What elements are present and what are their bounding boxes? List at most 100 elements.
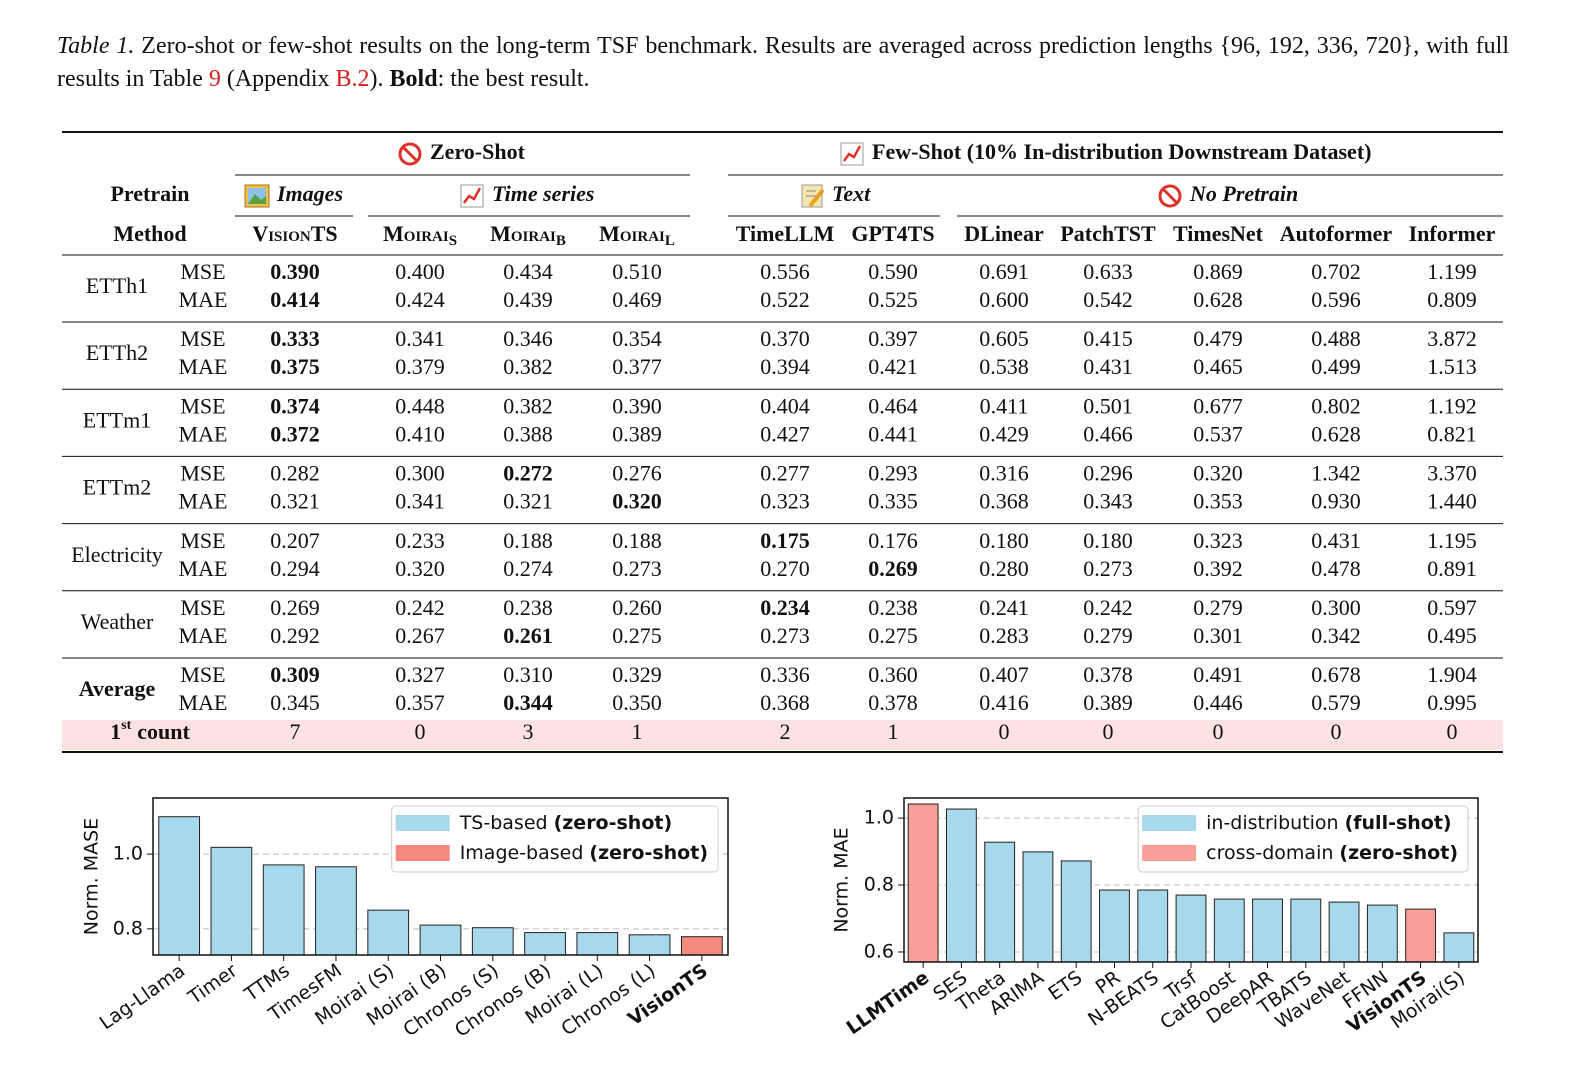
y-axis-label: Norm. MAE <box>831 827 853 932</box>
image-icon <box>244 184 270 208</box>
table-cell: 0.300 <box>1311 595 1361 620</box>
legend-label: cross-domain (zero-shot) <box>1206 842 1458 864</box>
method-name: VisionTS <box>252 221 337 246</box>
metric-label: MSE <box>180 528 225 553</box>
legend-label: TS-based (zero-shot) <box>459 812 672 834</box>
legend-qualifier: (full-shot) <box>1345 812 1452 834</box>
table-cell: 0.542 <box>1083 287 1133 312</box>
table-cell: 0.390 <box>270 259 320 284</box>
pretrain-header: Time series <box>492 181 594 206</box>
method-name: Autoformer <box>1280 221 1393 246</box>
count-cell: 0 <box>1331 719 1342 744</box>
table-cell: 0.372 <box>270 421 320 446</box>
table-cell: 0.273 <box>1083 556 1133 581</box>
x-tick-label: Timer <box>184 959 242 1009</box>
table-cell: 0.416 <box>979 690 1029 715</box>
caption-text: : the best result. <box>437 66 590 92</box>
table-cell: 0.802 <box>1311 393 1361 418</box>
table-cell: 0.272 <box>503 461 553 486</box>
legend-label: Image-based (zero-shot) <box>460 842 708 864</box>
table-cell: 0.292 <box>270 623 320 648</box>
table-cell: 0.501 <box>1083 393 1133 418</box>
table-cell: 0.995 <box>1427 690 1477 715</box>
table-cell: 0.691 <box>979 259 1029 284</box>
method-header: Autoformer <box>1280 221 1393 246</box>
table-cell: 0.344 <box>503 690 553 715</box>
table-cell: 0.869 <box>1193 259 1243 284</box>
method-header: TimeLLM <box>736 221 835 246</box>
table-cell: 0.300 <box>395 461 445 486</box>
legend-name: cross-domain <box>1206 842 1333 864</box>
bar <box>1060 860 1092 963</box>
legend: in-distribution (full-shot) cross-domain (z… <box>1137 805 1469 873</box>
legend-qualifier: (zero-shot) <box>1339 842 1458 864</box>
pretrain-header: Text <box>832 181 871 206</box>
count-cell: 1 <box>632 719 643 744</box>
table-cell: 0.374 <box>270 393 320 418</box>
legend-name: TS-based <box>459 812 548 834</box>
metric-label: MAE <box>179 489 228 514</box>
method-header: MoiraiL <box>599 221 675 249</box>
y-tick-label: 0.8 <box>864 874 894 896</box>
table-cell: 0.491 <box>1193 662 1243 687</box>
table-cell: 0.345 <box>270 690 320 715</box>
table-cell: 0.429 <box>979 421 1029 446</box>
bar <box>524 932 566 956</box>
caption-ref: B.2 <box>335 66 370 92</box>
legend-swatch <box>395 845 450 861</box>
method-name: PatchTST <box>1060 221 1156 246</box>
table-cell: 0.269 <box>868 556 918 581</box>
metric-label: MSE <box>180 595 225 620</box>
table-cell: 0.466 <box>1083 421 1133 446</box>
table-cell: 0.382 <box>503 393 553 418</box>
table-cell: 0.321 <box>503 489 553 514</box>
table-cell: 0.431 <box>1083 354 1133 379</box>
table-cell: 0.479 <box>1193 326 1243 351</box>
table-cell: 0.891 <box>1427 556 1477 581</box>
table-cell: 0.354 <box>612 326 662 351</box>
method-sub: S <box>449 233 457 249</box>
group-header: Zero-Shot <box>430 139 526 164</box>
table-cell: 0.556 <box>760 259 810 284</box>
table-cell: 0.176 <box>868 528 918 553</box>
dataset-label: ETTh2 <box>86 340 148 365</box>
y-tick-label: 1.0 <box>864 807 894 829</box>
bar <box>1137 889 1169 963</box>
table-cell: 0.464 <box>868 393 918 418</box>
table-cell: 0.323 <box>760 489 810 514</box>
method-header: VisionTS <box>252 221 337 246</box>
table-cell: 0.360 <box>868 662 918 687</box>
table-cell: 0.702 <box>1311 259 1361 284</box>
y-tick-label: 0.6 <box>864 940 894 962</box>
table-cell: 0.283 <box>979 623 1029 648</box>
table-cell: 0.316 <box>979 461 1029 486</box>
table-cell: 0.273 <box>612 556 662 581</box>
table-cell: 0.410 <box>395 421 445 446</box>
table-cell: 0.233 <box>395 528 445 553</box>
pretrain-header: Images <box>276 181 343 206</box>
table-cell: 0.597 <box>1427 595 1477 620</box>
count-cell: 0 <box>1103 719 1114 744</box>
table-cell: 0.175 <box>760 528 810 553</box>
bar <box>419 924 462 956</box>
table-cell: 0.400 <box>395 259 445 284</box>
table-cell: 1.192 <box>1427 393 1477 418</box>
table-cell: 0.270 <box>760 556 810 581</box>
caption-label: Table 1. <box>57 33 135 59</box>
method-name: Moirai <box>599 221 665 246</box>
y-tick-label: 1.0 <box>113 843 143 865</box>
bar <box>367 909 410 956</box>
legend-qualifier: (zero-shot) <box>554 812 673 834</box>
table-cell: 0.282 <box>270 461 320 486</box>
table-cell: 0.333 <box>270 326 320 351</box>
table-cell: 0.392 <box>1193 556 1243 581</box>
table-cell: 0.600 <box>979 287 1029 312</box>
table-cell: 0.293 <box>868 461 918 486</box>
table-cell: 0.434 <box>503 259 553 284</box>
table-cell: 0.404 <box>760 393 810 418</box>
table-cell: 0.294 <box>270 556 320 581</box>
method-header: GPT4TS <box>851 221 934 246</box>
table-cell: 0.370 <box>760 326 810 351</box>
count-cell: 1 <box>888 719 899 744</box>
table-cell: 1.195 <box>1427 528 1477 553</box>
